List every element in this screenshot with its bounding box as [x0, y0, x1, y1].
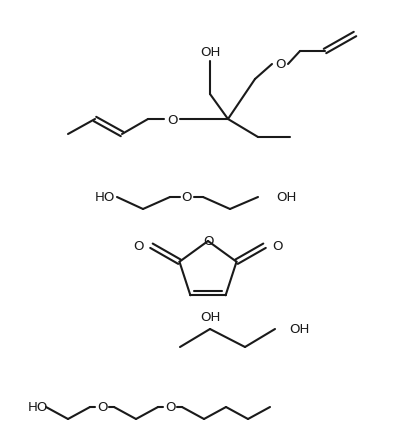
Text: HO: HO [95, 191, 115, 204]
Text: O: O [203, 235, 213, 248]
Text: OH: OH [200, 311, 220, 324]
Text: OH: OH [276, 191, 296, 204]
Text: O: O [133, 240, 144, 253]
Text: O: O [272, 240, 283, 253]
Text: O: O [275, 58, 285, 71]
Text: O: O [167, 113, 177, 126]
Text: O: O [182, 191, 192, 204]
Text: HO: HO [28, 401, 48, 414]
Text: O: O [97, 401, 107, 414]
Text: OH: OH [289, 323, 309, 336]
Text: O: O [165, 401, 175, 414]
Text: OH: OH [200, 46, 220, 58]
